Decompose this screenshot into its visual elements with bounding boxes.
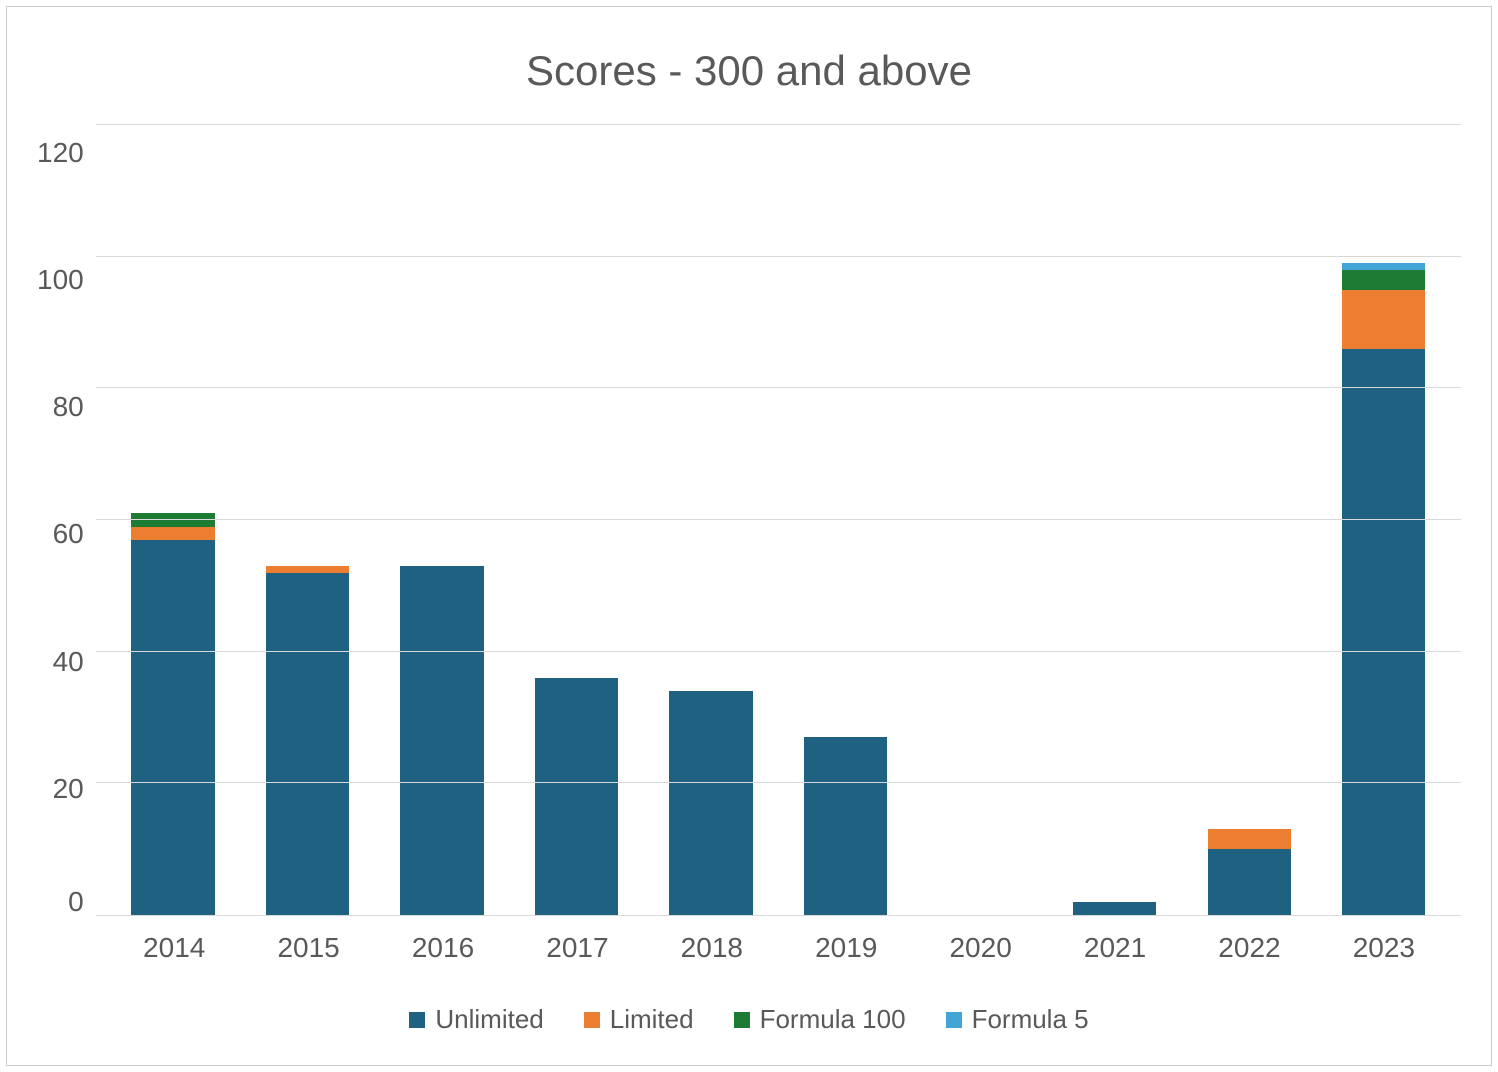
bar-segment [535, 678, 618, 915]
bar-2020 [938, 125, 1021, 915]
bars-row [96, 125, 1461, 915]
y-axis: 120 100 80 60 40 20 0 [37, 125, 96, 916]
bar-slot [106, 125, 241, 915]
bar-2019 [804, 125, 887, 915]
x-tick: 2017 [510, 932, 644, 964]
legend-label: Formula 5 [972, 1004, 1089, 1035]
gridline [96, 782, 1461, 783]
legend-swatch [946, 1012, 962, 1028]
y-tick: 120 [37, 139, 84, 167]
x-tick: 2019 [779, 932, 913, 964]
bar-segment [266, 566, 349, 573]
bar-segment [400, 566, 483, 915]
bar-2018 [669, 125, 752, 915]
bar-segment [131, 513, 214, 526]
x-tick: 2018 [645, 932, 779, 964]
gridline [96, 387, 1461, 388]
gridline [96, 256, 1461, 257]
bar-segment [1342, 290, 1425, 349]
x-tick: 2014 [107, 932, 241, 964]
bar-segment [266, 573, 349, 915]
bar-segment [1342, 263, 1425, 270]
chart-title: Scores - 300 and above [37, 47, 1461, 95]
x-tick: 2020 [913, 932, 1047, 964]
bar-2016 [400, 125, 483, 915]
bar-2017 [535, 125, 618, 915]
bar-slot [1182, 125, 1317, 915]
bar-slot [913, 125, 1048, 915]
bar-segment [131, 527, 214, 540]
bar-slot [1317, 125, 1452, 915]
bar-2015 [266, 125, 349, 915]
bar-slot [644, 125, 779, 915]
legend: Unlimited Limited Formula 100 Formula 5 [37, 1004, 1461, 1035]
gridline [96, 651, 1461, 652]
bar-2022 [1208, 125, 1291, 915]
bar-segment [1073, 902, 1156, 915]
y-tick: 40 [37, 648, 84, 676]
y-tick: 100 [37, 266, 84, 294]
legend-item: Formula 100 [734, 1004, 906, 1035]
legend-label: Formula 100 [760, 1004, 906, 1035]
gridline [96, 124, 1461, 125]
gridline [96, 519, 1461, 520]
y-tick: 0 [37, 888, 84, 916]
legend-item: Unlimited [409, 1004, 543, 1035]
legend-label: Unlimited [435, 1004, 543, 1035]
y-tick: 60 [37, 520, 84, 548]
bar-segment [804, 737, 887, 915]
bar-2021 [1073, 125, 1156, 915]
plot-wrapper: 120 100 80 60 40 20 0 [37, 125, 1461, 916]
legend-swatch [584, 1012, 600, 1028]
x-tick: 2022 [1182, 932, 1316, 964]
bar-segment [1342, 270, 1425, 290]
legend-swatch [409, 1012, 425, 1028]
bar-segment [1208, 829, 1291, 849]
legend-item: Limited [584, 1004, 694, 1035]
bar-segment [669, 691, 752, 915]
bar-2023 [1342, 125, 1425, 915]
legend-label: Limited [610, 1004, 694, 1035]
x-tick: 2023 [1317, 932, 1451, 964]
legend-swatch [734, 1012, 750, 1028]
bar-slot [778, 125, 913, 915]
bar-slot [240, 125, 375, 915]
x-tick: 2021 [1048, 932, 1182, 964]
chart-container: Scores - 300 and above 120 100 80 60 40 20 0 2… [6, 6, 1492, 1066]
bar-slot [1047, 125, 1182, 915]
legend-item: Formula 5 [946, 1004, 1089, 1035]
x-axis: 2014201520162017201820192020202120222023 [97, 916, 1461, 964]
bar-segment [1208, 849, 1291, 915]
bar-slot [375, 125, 510, 915]
plot-area [96, 125, 1461, 916]
bar-2014 [131, 125, 214, 915]
bar-segment [131, 540, 214, 915]
bar-slot [509, 125, 644, 915]
y-tick: 20 [37, 775, 84, 803]
x-tick: 2015 [241, 932, 375, 964]
y-tick: 80 [37, 393, 84, 421]
x-tick: 2016 [376, 932, 510, 964]
bar-segment [1342, 349, 1425, 915]
